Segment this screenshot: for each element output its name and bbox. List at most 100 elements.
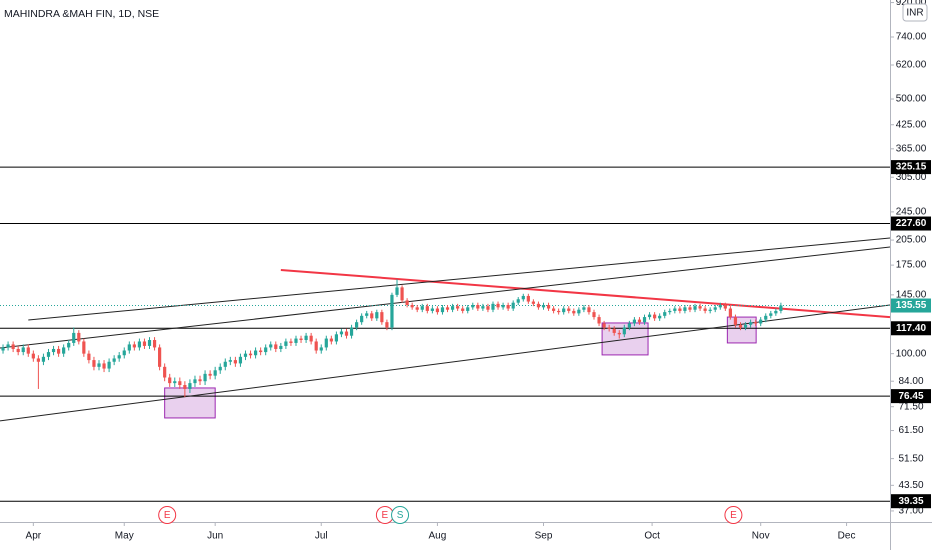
candle-body (668, 310, 672, 313)
candle-body (486, 306, 490, 310)
candle-body (309, 335, 313, 342)
x-tick-label: Aug (429, 531, 447, 542)
candle-body (198, 379, 202, 382)
event-label: E (164, 510, 171, 521)
candle-body (72, 332, 76, 343)
candle-body (294, 338, 298, 343)
candle-body (688, 307, 692, 310)
candle-body (546, 304, 551, 309)
x-tick-label: Jul (315, 531, 328, 542)
candle-body (183, 385, 187, 389)
candle-body (82, 341, 86, 354)
candle-body (562, 308, 566, 313)
candle-body (360, 315, 364, 323)
candle-body (319, 347, 323, 351)
candle-body (708, 309, 712, 311)
last-price-label: 135.55 (896, 300, 927, 311)
candle-body (506, 304, 510, 309)
x-tick-label: Dec (838, 531, 856, 542)
y-tick-label: 620.00 (896, 60, 927, 71)
candle-body (178, 381, 182, 386)
candle-body (142, 341, 147, 346)
candle-body (491, 303, 495, 310)
candle-body (658, 315, 662, 319)
currency-button-frame[interactable] (902, 3, 928, 22)
candle-body (693, 306, 697, 310)
candle-body (56, 348, 61, 354)
trend-line (0, 304, 890, 422)
candle-body (1, 347, 5, 351)
candle-body (516, 299, 520, 303)
y-tick-label: 145.00 (896, 289, 927, 300)
candle-body (592, 312, 596, 318)
x-tick-label: Oct (644, 531, 660, 542)
candle-body (461, 308, 465, 311)
candle-body (531, 301, 535, 304)
y-tick-label: 61.50 (898, 425, 923, 436)
level-label-box (891, 321, 931, 336)
candle-body (390, 294, 394, 328)
level-label-box (891, 216, 931, 231)
candle-body (582, 307, 586, 310)
candle-body (188, 383, 192, 389)
event-label: E (730, 510, 737, 521)
candle-body (718, 304, 722, 308)
candle-body (385, 322, 389, 328)
candle-body (67, 342, 71, 348)
candle-body (349, 327, 354, 336)
candle-body (572, 310, 576, 314)
candle-body (208, 373, 212, 376)
candle-body (274, 344, 278, 349)
candle-body (31, 353, 35, 359)
chart-title: MAHINDRA &MAH FIN, 1D, NSE (4, 8, 159, 20)
candle-body (173, 381, 177, 384)
candle-body (264, 347, 268, 353)
candle-body (622, 327, 626, 335)
candle-body (21, 347, 25, 353)
candle-body (612, 328, 616, 333)
candle-body (243, 353, 248, 357)
candle-body (339, 331, 344, 335)
level-label-box (891, 494, 931, 509)
candle-body (627, 323, 631, 328)
candle-body (738, 324, 743, 328)
candle-body (754, 322, 758, 324)
candle-body (501, 304, 505, 308)
x-tick-label: Nov (752, 531, 770, 542)
candle-body (511, 302, 515, 309)
candle-body (748, 322, 753, 325)
candle-body (769, 313, 773, 316)
trend-line (280, 268, 890, 319)
candle-body (370, 313, 374, 319)
candle-body (375, 312, 379, 319)
candle-body (673, 308, 677, 311)
level-label-box (891, 389, 931, 404)
currency-label[interactable]: INR (906, 8, 923, 19)
candle-body (289, 341, 293, 343)
y-tick-label: 205.00 (896, 235, 927, 246)
currency-button[interactable]: INR (902, 3, 928, 22)
candle-body (92, 360, 96, 367)
candle-body (380, 312, 384, 323)
candle-body (102, 363, 106, 369)
candle-body (420, 306, 424, 310)
y-tick-label: 425.00 (896, 119, 927, 130)
candle-body (213, 370, 217, 376)
candle-body (733, 317, 738, 325)
candle-body (617, 332, 621, 335)
candle-body (233, 360, 237, 364)
candle-body (632, 319, 637, 324)
candle-body (329, 338, 333, 342)
candle-body (430, 308, 434, 311)
candle-body (521, 295, 525, 300)
candle-body (238, 356, 243, 364)
candle-body (481, 306, 485, 309)
candle-body (410, 304, 414, 308)
candle-body (117, 355, 121, 359)
candle-body (728, 308, 732, 318)
candle-body (450, 306, 455, 310)
level-label: 39.35 (898, 496, 923, 507)
candle-body (365, 313, 369, 316)
trend-line (28, 237, 890, 321)
